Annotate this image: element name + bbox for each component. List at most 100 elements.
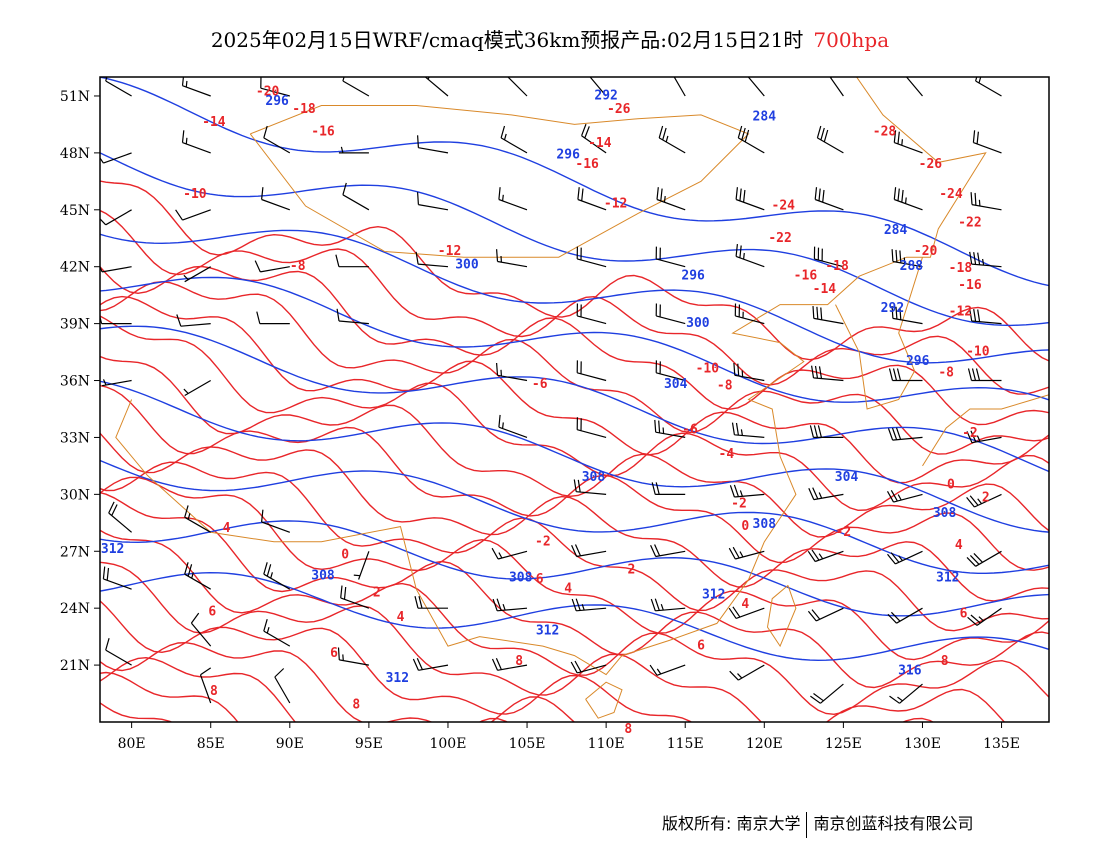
wind-barb — [260, 77, 290, 97]
wind-barb — [967, 368, 1002, 382]
wind-barb — [734, 303, 765, 325]
temperature-isotherm — [100, 280, 1049, 455]
wind-barb — [656, 187, 686, 211]
wind-barb — [337, 647, 370, 666]
temperature-label: -22 — [958, 216, 981, 231]
wind-barb — [570, 660, 607, 674]
height-label: 308 — [509, 570, 533, 585]
wind-barb — [829, 77, 844, 97]
temperature-label: 4 — [741, 597, 749, 612]
wind-barb — [100, 265, 132, 273]
mongolia-border — [249, 105, 750, 258]
height-label: 296 — [681, 269, 705, 284]
wind-barb — [100, 152, 132, 164]
temperature-label: -20 — [914, 244, 938, 259]
wind-barb — [887, 550, 923, 565]
lat-tick-label: 36N — [60, 374, 90, 390]
wind-barb — [417, 135, 449, 154]
height-label: 288 — [900, 259, 924, 274]
temperature-label: 8 — [624, 722, 632, 737]
wind-barb — [199, 667, 212, 704]
wind-barb — [893, 130, 923, 154]
wind-barb — [812, 306, 844, 325]
wind-barb — [888, 368, 923, 382]
wind-barb — [747, 77, 765, 97]
temperature-label: -18 — [949, 261, 973, 276]
height-contour — [100, 520, 1049, 617]
temperature-label: -12 — [604, 197, 627, 212]
wind-barb — [263, 562, 291, 590]
wind-barb — [887, 607, 923, 624]
wind-barb — [650, 598, 686, 612]
temperature-label: -16 — [794, 269, 818, 284]
lon-tick-label: 85E — [197, 736, 225, 752]
temperature-label: 8 — [941, 654, 949, 669]
temperature-isotherm — [100, 491, 1049, 689]
temperature-label: -12 — [949, 305, 972, 320]
temperature-label: -28 — [873, 125, 897, 140]
temperature-label: 6 — [536, 572, 544, 587]
temperature-label: 0 — [947, 477, 955, 492]
lat-tick-label: 51N — [60, 89, 90, 105]
temperature-label: 8 — [352, 697, 360, 712]
wind-barb — [966, 493, 1002, 508]
height-label: 300 — [455, 257, 479, 272]
wind-barb — [256, 311, 290, 325]
temperature-label: 2 — [982, 491, 990, 506]
height-contour — [100, 459, 1049, 574]
height-label: 284 — [753, 109, 777, 124]
wind-barb — [969, 308, 1002, 325]
title-main: 2025年02月15日WRF/cmaq模式36km预报产品:02月15日21时 — [210, 28, 804, 52]
contour-labels: -20-18-14-16-16-14-10-12-12-8-26-28-26-2… — [101, 85, 990, 737]
temperature-label: 4 — [564, 582, 572, 597]
wind-barb — [905, 77, 923, 97]
wind-barb — [576, 303, 607, 325]
temperature-label: 2 — [373, 586, 381, 601]
lon-tick-label: 100E — [429, 736, 466, 752]
height-contour — [100, 276, 1049, 403]
title-pressure-level: 700hpa — [813, 28, 890, 52]
wind-barb — [655, 360, 686, 382]
lon-tick-label: 105E — [509, 736, 546, 752]
wind-barb — [814, 187, 844, 211]
wind-barb — [581, 123, 607, 154]
temperature-isotherm — [100, 295, 1049, 484]
wind-barb — [105, 77, 132, 97]
wind-barb — [650, 544, 686, 558]
wind-barb — [810, 683, 844, 704]
height-label: 300 — [686, 316, 710, 331]
wind-barb — [573, 479, 607, 495]
china-border — [115, 77, 987, 676]
temperature-label: -24 — [772, 199, 796, 214]
wind-barb — [496, 249, 528, 268]
wind-barb — [737, 125, 765, 154]
wind-barb — [728, 546, 765, 560]
temperature-contours — [100, 180, 1049, 722]
height-contour — [100, 229, 1049, 364]
temperature-label: -20 — [256, 85, 280, 100]
lat-tick-label: 39N — [60, 317, 90, 333]
temperature-label: -16 — [575, 157, 599, 172]
axes: 80E 85E 90E 95E 100E 105E 110E 115E 120E 125E 130E… — [60, 89, 1020, 752]
wind-barb — [891, 249, 923, 268]
wind-barb — [809, 425, 844, 438]
wind-barb — [417, 192, 449, 211]
wind-barb — [577, 187, 607, 211]
hainan-coast — [585, 681, 623, 719]
wind-barb — [491, 547, 528, 560]
temperature-label: -8 — [717, 379, 733, 394]
height-contour — [100, 325, 1049, 473]
wind-barb — [969, 251, 1002, 268]
temperature-isotherm — [100, 265, 1049, 426]
temperature-isotherm — [100, 209, 1049, 395]
temperature-label: -6 — [682, 422, 698, 437]
temperature-label: 8 — [515, 654, 523, 669]
temperature-isotherm — [100, 315, 1049, 512]
wind-barb — [966, 430, 1002, 444]
temperature-isotherm — [100, 432, 1049, 602]
lon-tick-label: 135E — [983, 736, 1020, 752]
temperature-label: 4 — [955, 538, 963, 553]
temperature-label: 6 — [330, 646, 338, 661]
lat-tick-label: 24N — [60, 601, 90, 617]
lat-tick-label: 33N — [60, 430, 90, 446]
